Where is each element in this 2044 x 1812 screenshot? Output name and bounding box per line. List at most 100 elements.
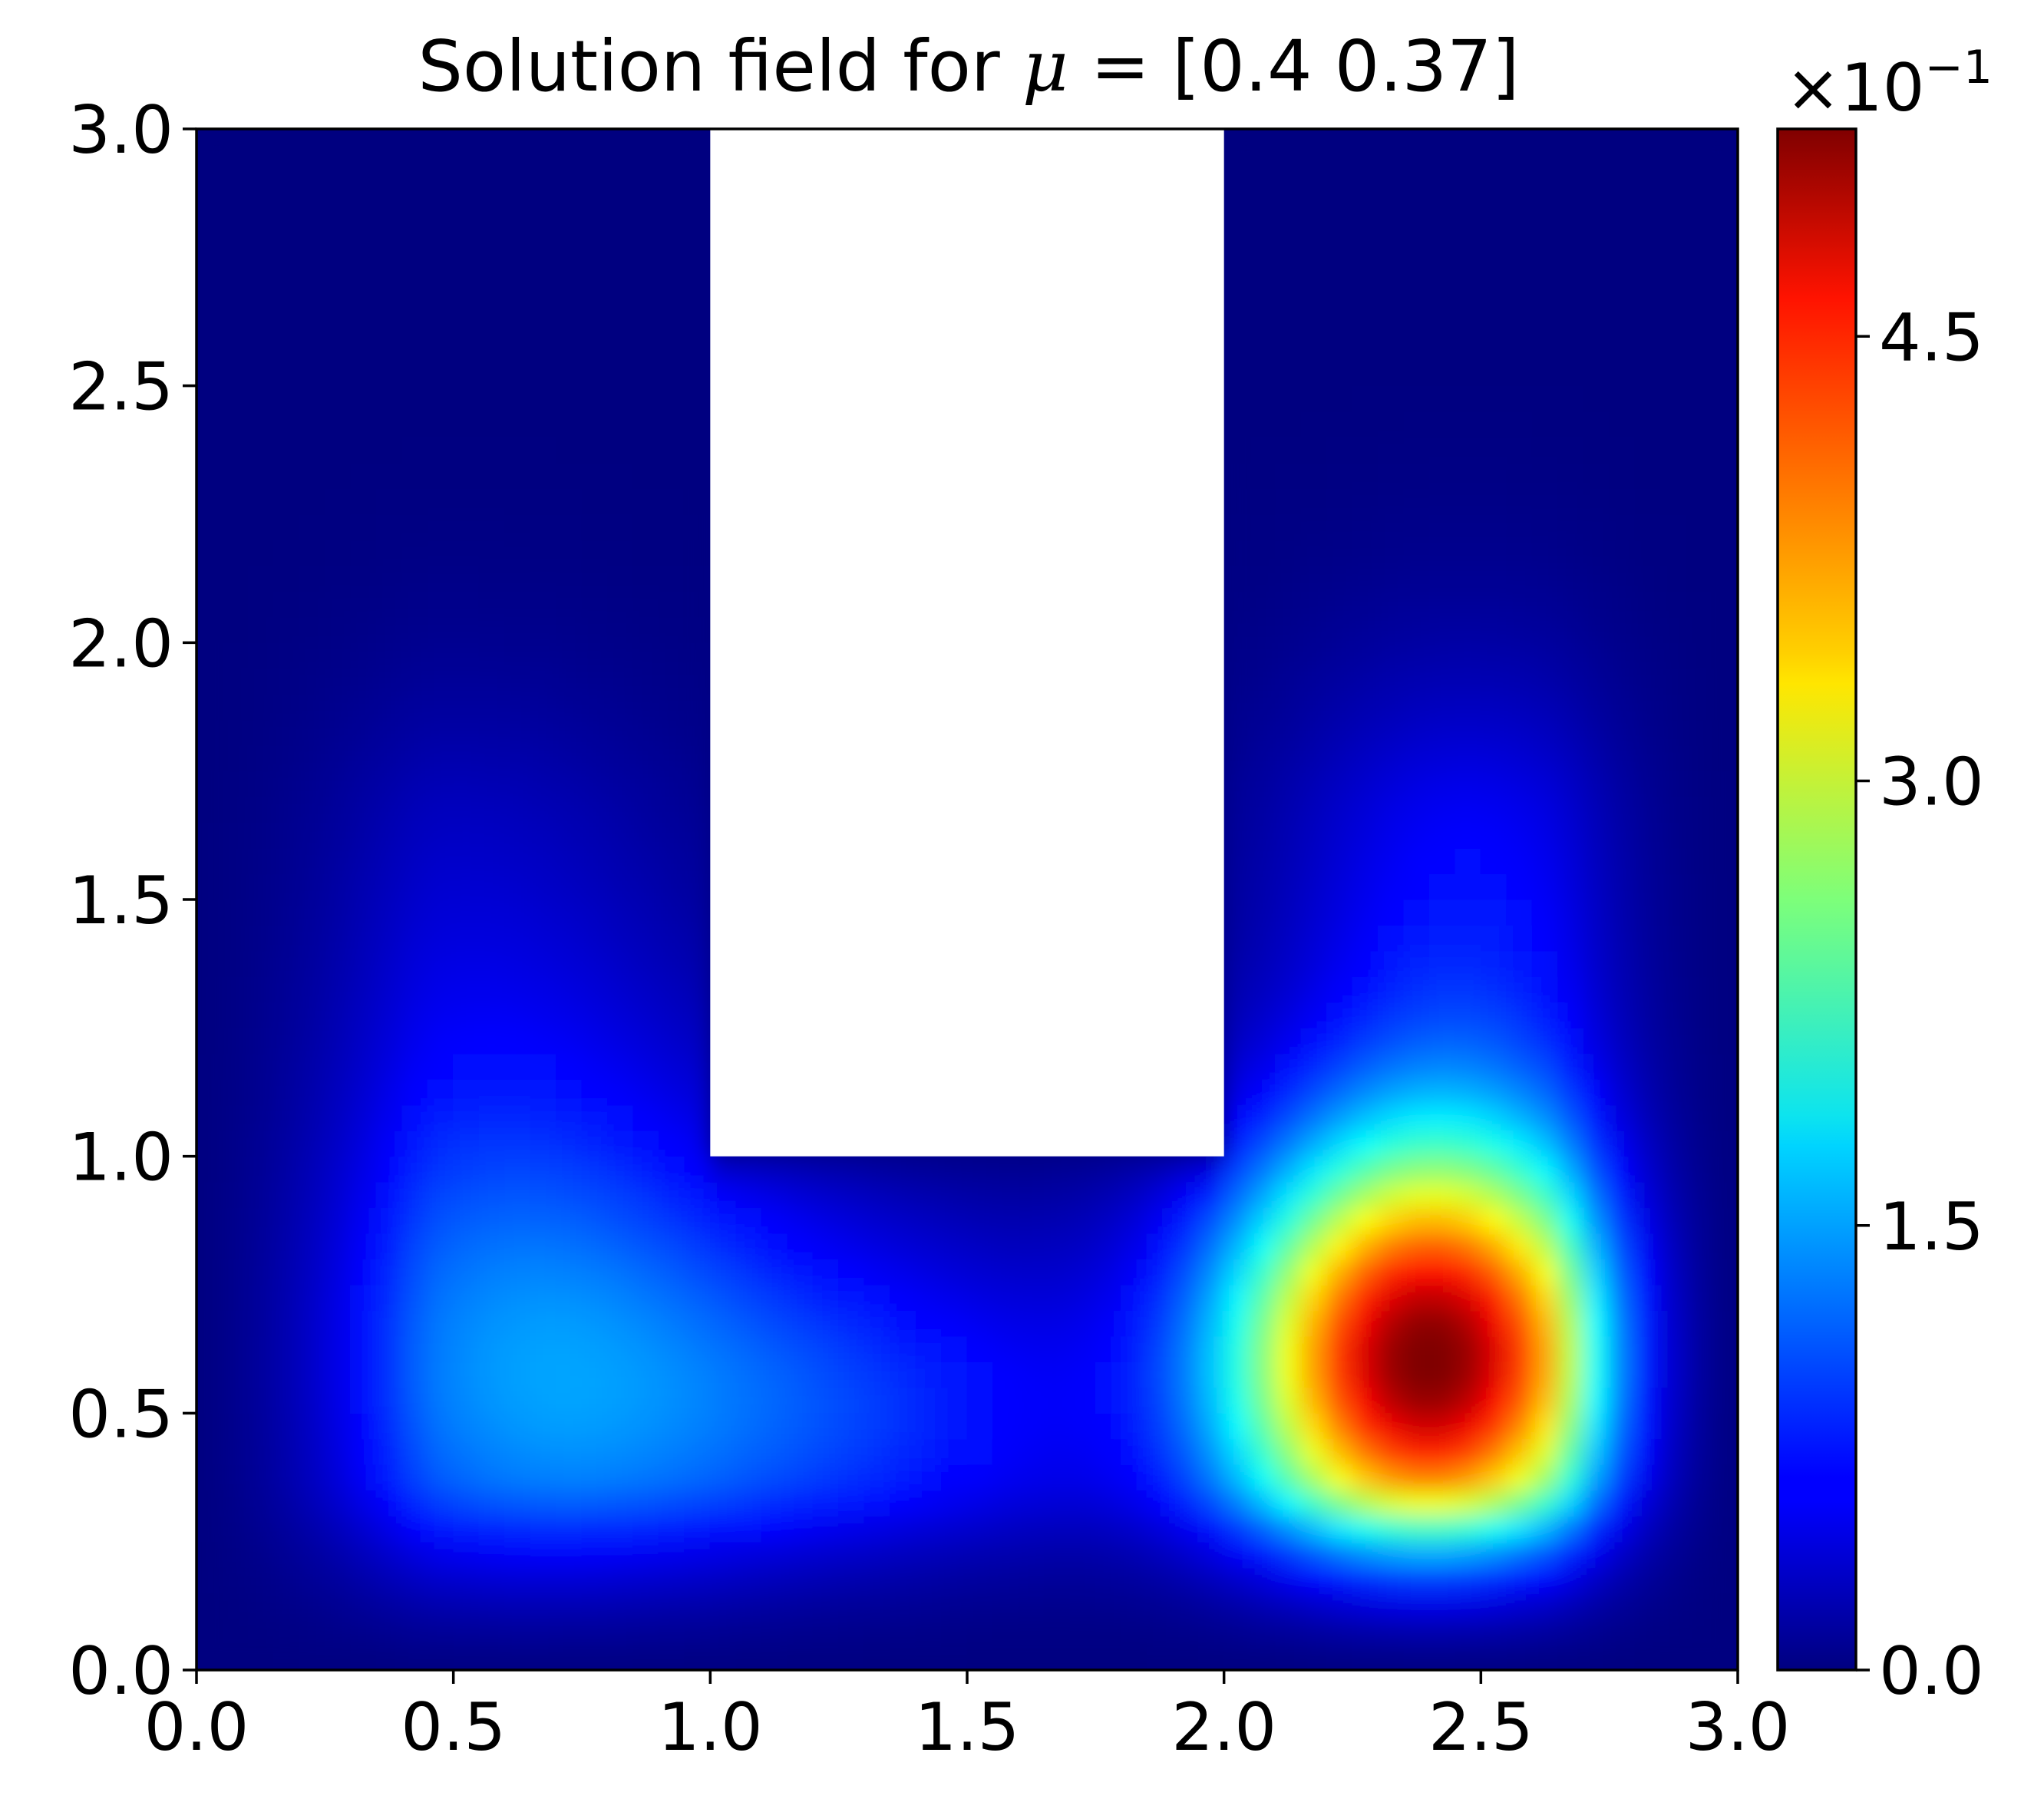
field-cell <box>1686 1618 1713 1645</box>
field-cell <box>1531 822 1559 849</box>
field-cell <box>1018 1618 1045 1645</box>
field-cell <box>1712 1464 1738 1491</box>
field-cell <box>1249 411 1276 438</box>
field-cell <box>247 1284 274 1311</box>
field-cell <box>247 1335 274 1362</box>
field-cell <box>606 975 634 1003</box>
field-cell <box>324 719 352 746</box>
field-cell <box>658 205 685 233</box>
field-cell <box>1352 1438 1379 1465</box>
field-cell <box>1531 308 1559 335</box>
field-cell <box>863 1593 891 1619</box>
field-cell <box>606 359 634 387</box>
field-cell <box>709 1361 737 1388</box>
field-cell <box>1506 308 1533 335</box>
field-cell <box>1249 950 1276 977</box>
field-cell <box>556 924 583 952</box>
field-cell <box>247 205 274 233</box>
field-cell <box>427 1027 454 1055</box>
field-cell <box>556 873 583 900</box>
field-cell <box>1531 771 1559 797</box>
field-cell <box>606 1053 634 1080</box>
field-cell <box>401 616 428 643</box>
field-cell <box>427 1207 454 1234</box>
field-cell <box>375 1233 403 1260</box>
field-cell <box>1352 513 1379 540</box>
field-cell <box>761 1335 788 1362</box>
field-cell <box>632 334 659 361</box>
field-cell <box>1480 1181 1507 1209</box>
field-cell <box>915 1490 943 1517</box>
field-cell <box>581 385 608 412</box>
field-cell <box>992 1515 1019 1543</box>
field-cell <box>1146 1644 1174 1670</box>
field-cell <box>1172 1490 1199 1517</box>
field-cell <box>1506 437 1533 464</box>
field-cell <box>453 975 480 1003</box>
field-cell <box>735 1515 762 1543</box>
field-cell <box>684 693 711 721</box>
field-cell <box>941 1387 968 1414</box>
field-cell <box>221 771 249 797</box>
field-cell <box>375 1104 403 1131</box>
field-cell <box>1634 847 1662 875</box>
field-cell <box>632 282 659 309</box>
field-cell <box>658 129 685 155</box>
field-cell <box>1223 950 1250 977</box>
field-cell <box>1634 693 1662 721</box>
field-cell <box>1275 847 1302 875</box>
field-cell <box>1480 513 1507 540</box>
field-cell <box>1300 1053 1328 1080</box>
field-cell <box>1300 385 1328 412</box>
field-cell <box>658 1156 685 1183</box>
field-cell <box>324 590 352 618</box>
field-cell <box>838 1541 865 1568</box>
field-cell <box>1506 1618 1533 1645</box>
field-cell <box>1583 153 1610 181</box>
field-cell <box>324 1464 352 1491</box>
field-cell <box>1300 334 1328 361</box>
field-cell <box>1686 616 1713 643</box>
field-cell <box>1043 1233 1071 1260</box>
field-cell <box>1506 796 1533 823</box>
field-cell <box>247 231 274 258</box>
field-cell <box>247 668 274 695</box>
field-cell <box>1712 437 1738 464</box>
field-cell <box>1531 590 1559 618</box>
field-cell <box>1172 1284 1199 1311</box>
field-cell <box>350 1104 377 1131</box>
field-cell <box>1121 1464 1147 1491</box>
field-cell <box>1557 1233 1584 1260</box>
field-cell <box>1428 1053 1456 1080</box>
field-cell <box>453 719 480 746</box>
field-cell <box>1557 873 1584 900</box>
field-cell <box>1275 153 1302 181</box>
field-cell <box>196 1515 223 1543</box>
field-cell <box>1480 950 1507 977</box>
field-cell <box>1095 1412 1122 1440</box>
field-cell <box>1403 488 1430 515</box>
field-cell <box>196 950 223 977</box>
field-cell <box>1352 693 1379 721</box>
field-cell <box>1686 1335 1713 1362</box>
field-cell <box>632 719 659 746</box>
field-cell <box>1377 1104 1405 1131</box>
field-cell <box>375 1464 403 1491</box>
field-cell <box>581 1490 608 1517</box>
field-cell <box>606 1207 634 1234</box>
field-cell <box>556 1156 583 1183</box>
field-cell <box>1403 642 1430 669</box>
field-cell <box>1095 1387 1122 1414</box>
field-cell <box>272 1259 300 1286</box>
field-cell <box>272 411 300 438</box>
field-cell <box>1121 1156 1147 1183</box>
field-cell <box>1197 1464 1225 1491</box>
field-cell <box>1557 231 1584 258</box>
field-cell <box>890 1541 916 1568</box>
field-cell <box>1583 1002 1610 1028</box>
field-cell <box>812 1207 840 1234</box>
field-cell <box>1531 1541 1559 1568</box>
field-cell <box>427 231 454 258</box>
field-cell <box>375 334 403 361</box>
field-cell <box>992 1490 1019 1517</box>
